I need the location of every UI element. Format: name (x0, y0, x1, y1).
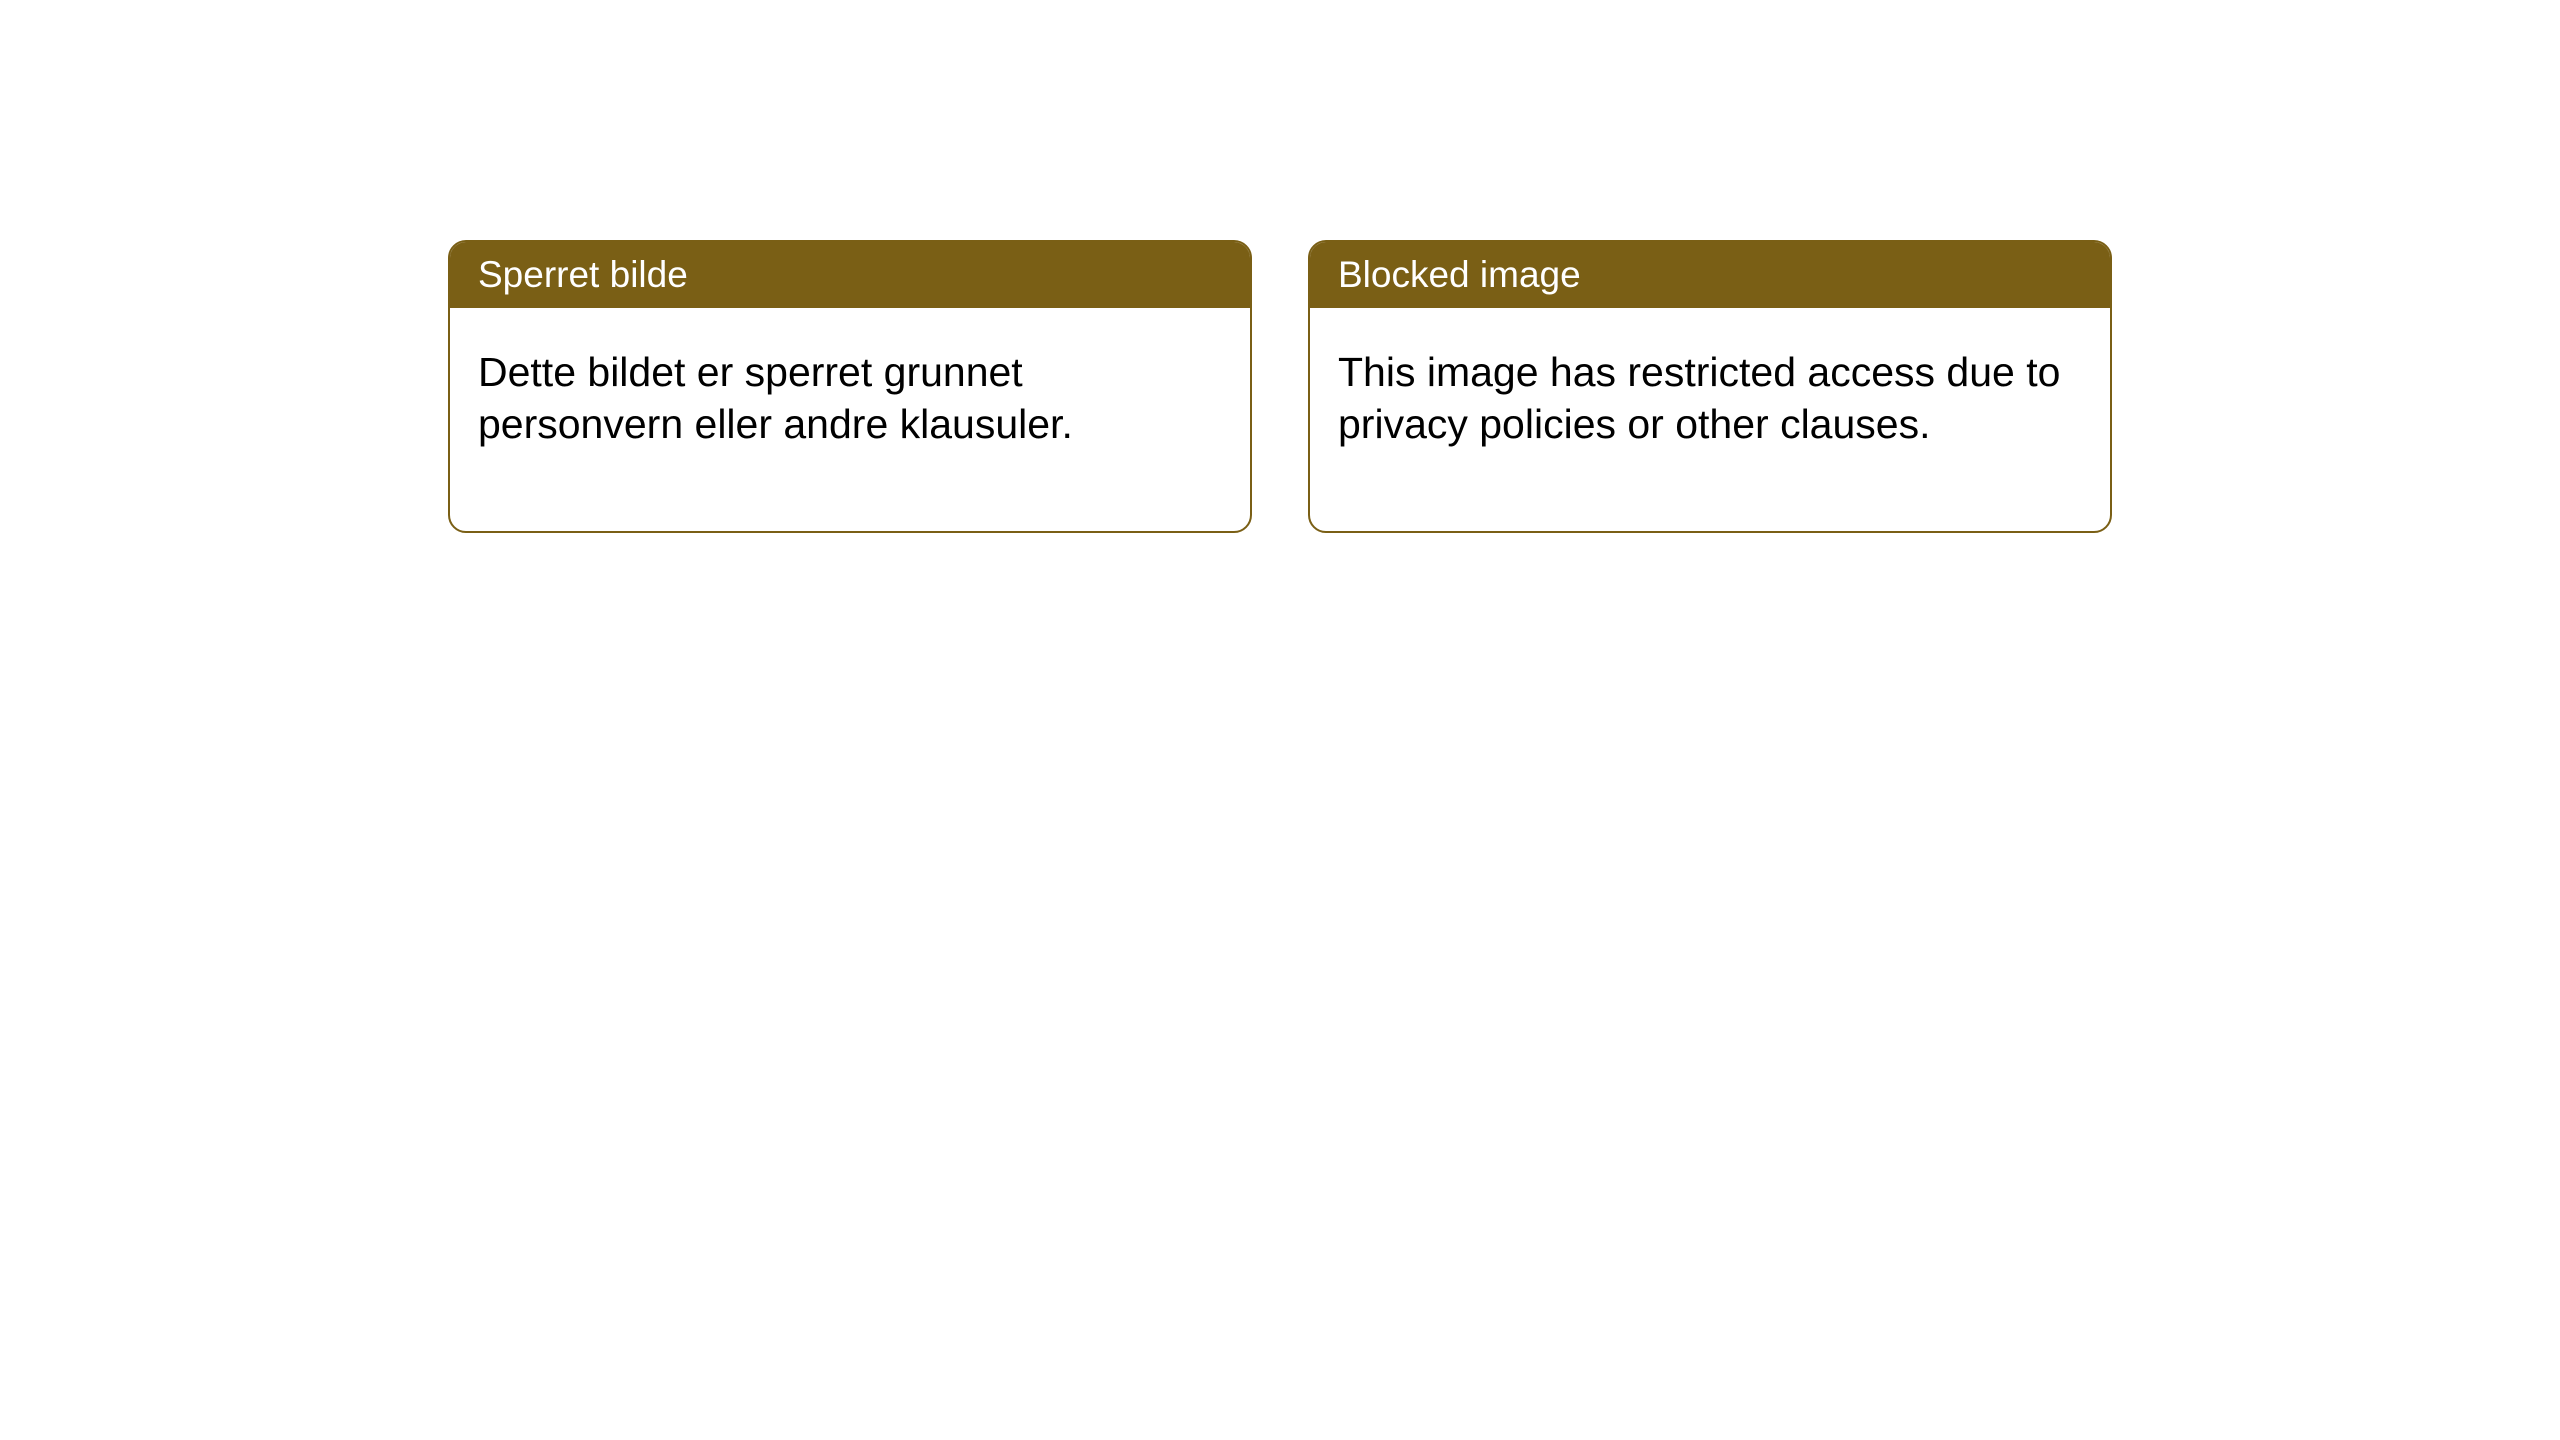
notice-body-norwegian: Dette bildet er sperret grunnet personve… (450, 308, 1250, 531)
notice-body-english: This image has restricted access due to … (1310, 308, 2110, 531)
notice-container: Sperret bilde Dette bildet er sperret gr… (448, 240, 2112, 533)
notice-header-english: Blocked image (1310, 242, 2110, 308)
notice-box-norwegian: Sperret bilde Dette bildet er sperret gr… (448, 240, 1252, 533)
notice-header-norwegian: Sperret bilde (450, 242, 1250, 308)
notice-box-english: Blocked image This image has restricted … (1308, 240, 2112, 533)
